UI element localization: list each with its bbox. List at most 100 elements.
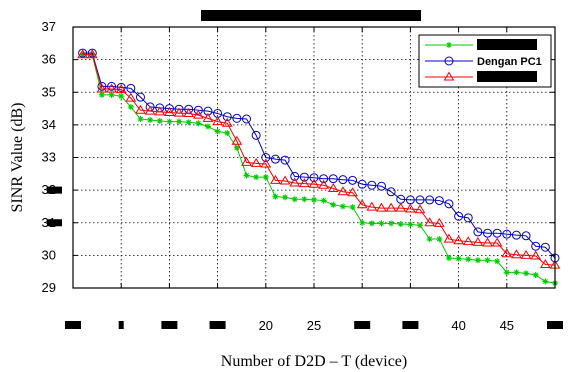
circle-marker (135, 92, 145, 102)
series-line (82, 54, 556, 266)
asterisk-marker (465, 256, 472, 263)
legend-label: Dengan PC1 (477, 56, 542, 68)
y-tick-label: 30 (42, 247, 56, 262)
y-tick-label-redacted (47, 186, 62, 194)
triangle-marker (424, 217, 436, 227)
asterisk-marker (503, 269, 510, 276)
x-tick-label: 25 (307, 318, 321, 333)
triangle-marker (135, 104, 146, 114)
asterisk-marker (388, 220, 395, 227)
circle-marker (483, 228, 493, 238)
triangle-marker (405, 203, 416, 213)
series-3 (77, 49, 561, 269)
circle-marker (521, 231, 531, 241)
triangle-marker (77, 49, 89, 59)
asterisk-marker (195, 120, 202, 127)
asterisk-marker (282, 194, 289, 201)
asterisk-marker (359, 219, 366, 226)
circle-marker (492, 228, 502, 238)
circle-marker (270, 154, 280, 164)
x-tick-label-redacted (118, 321, 124, 329)
x-tick-label: 20 (259, 318, 273, 333)
circle-marker (531, 241, 541, 251)
circle-marker (319, 174, 329, 184)
circle-marker (367, 180, 377, 190)
asterisk-marker (224, 130, 231, 137)
x-tick-label-redacted (161, 321, 178, 329)
triangle-marker (520, 249, 532, 259)
circle-marker (87, 48, 97, 58)
triangle-marker (231, 135, 243, 145)
triangle-marker (96, 83, 108, 93)
circle-marker (511, 230, 521, 240)
asterisk-marker (368, 220, 375, 227)
asterisk-marker (291, 196, 298, 203)
x-tick-label-redacted (209, 321, 226, 329)
circle-marker (540, 242, 550, 252)
triangle-marker (164, 107, 175, 116)
circle-marker (203, 106, 213, 116)
asterisk-marker (108, 91, 115, 98)
triangle-marker (173, 107, 185, 117)
x-tick-label-redacted (402, 321, 419, 329)
triangle-marker (462, 236, 474, 246)
circle-marker (328, 174, 338, 184)
circle-marker (338, 175, 348, 185)
asterisk-marker (233, 144, 240, 151)
triangle-marker (376, 202, 387, 212)
asterisk-marker (455, 255, 462, 262)
circle-marker (280, 155, 290, 165)
asterisk-marker (147, 116, 154, 123)
triangle-marker (366, 201, 378, 211)
circle-marker (502, 229, 512, 239)
asterisk-marker (98, 91, 105, 98)
circle-marker (434, 196, 444, 206)
triangle-marker (279, 175, 291, 185)
circle-marker (107, 81, 117, 91)
circle-marker (193, 105, 203, 115)
y-tick-label: 29 (42, 280, 56, 295)
axes: 37363534333231302920254045Number of D2D … (9, 10, 563, 370)
asterisk-marker (156, 117, 163, 124)
asterisk-marker (253, 174, 260, 181)
triangle-marker (212, 116, 223, 126)
y-tick-label: 37 (42, 19, 56, 34)
triangle-marker (530, 250, 542, 260)
triangle-marker (144, 105, 156, 115)
asterisk-marker (523, 270, 530, 277)
circle-marker (454, 211, 464, 221)
circle-marker (386, 187, 396, 197)
asterisk-marker (542, 278, 549, 285)
series-line (82, 54, 556, 284)
asterisk-marker (532, 271, 539, 278)
asterisk-marker (127, 103, 134, 110)
asterisk-marker (320, 197, 327, 204)
triangle-marker (443, 233, 455, 243)
circle-marker (78, 48, 88, 58)
circle-marker (357, 179, 367, 189)
x-tick-label-redacted (547, 321, 563, 329)
asterisk-marker (378, 220, 385, 227)
triangle-marker (511, 249, 522, 259)
triangle-marker (491, 237, 503, 247)
circle-marker (376, 181, 386, 191)
asterisk-marker (446, 42, 452, 48)
circle-marker (309, 173, 319, 183)
triangle-marker (298, 178, 310, 188)
triangle-marker (270, 174, 281, 184)
circle-marker (116, 82, 126, 92)
circle-marker (290, 171, 300, 181)
triangle-marker (318, 179, 330, 189)
circle-marker (126, 83, 136, 93)
triangle-marker (414, 204, 426, 214)
asterisk-marker (311, 196, 317, 203)
triangle-marker (192, 109, 204, 119)
triangle-marker (154, 106, 166, 116)
asterisk-marker (484, 257, 491, 264)
triangle-marker (453, 235, 464, 245)
asterisk-marker (214, 128, 221, 135)
asterisk-marker (118, 93, 125, 100)
triangle-marker (395, 202, 407, 212)
triangle-marker (337, 186, 349, 196)
chart-title-redacted (201, 10, 421, 21)
